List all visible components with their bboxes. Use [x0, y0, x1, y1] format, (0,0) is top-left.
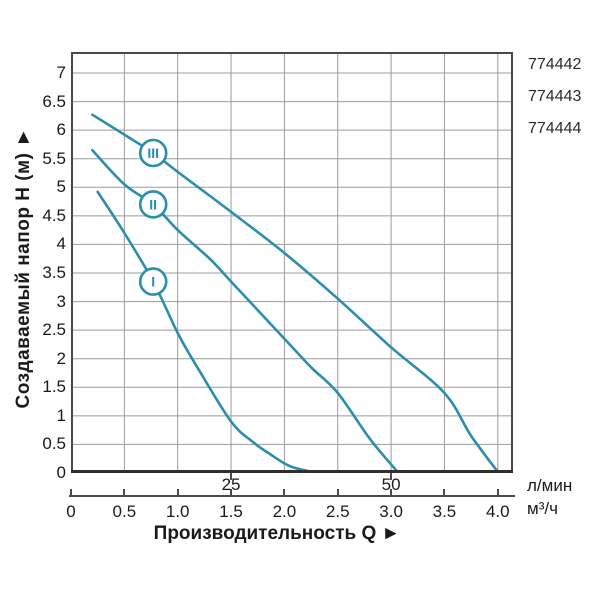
m3h-tick-label: 1.0 — [165, 502, 190, 521]
m3h-tick-label: 3.0 — [379, 502, 403, 521]
y-tick-label: 2.5 — [42, 320, 66, 340]
y-tick-label: 0.5 — [42, 434, 66, 454]
y-tick-label: 0 — [56, 463, 66, 482]
y-tick-label: 6.5 — [42, 91, 66, 111]
m3h-tick — [336, 489, 339, 497]
plot-border — [71, 52, 513, 473]
m3h-tick — [123, 489, 126, 497]
x-axis-title: Производительность Q ► — [153, 523, 401, 544]
m3h-tick-label: 0 — [66, 502, 76, 521]
product-code: 774443 — [528, 88, 582, 105]
y-tick-label: 7 — [56, 62, 66, 82]
m3h-tick — [70, 489, 72, 497]
y-tick-label: 1 — [56, 405, 66, 425]
curve-label-I: I — [151, 274, 155, 290]
m3h-axis-line — [69, 495, 515, 497]
curve-label-III: III — [147, 145, 159, 161]
y-tick-label: 4.5 — [42, 205, 66, 225]
y-tick-label: 3 — [56, 291, 66, 311]
y-tick-label: 4 — [56, 234, 66, 254]
m3h-tick — [176, 489, 179, 497]
y-tick-label: 2 — [56, 348, 66, 368]
m3h-tick-label: 1.5 — [219, 502, 243, 521]
lmin-tick — [390, 473, 393, 480]
y-tick-label: 6 — [56, 120, 66, 140]
curve-label-circle-I — [138, 267, 168, 296]
m3h-tick — [443, 489, 446, 497]
curve-label-circle-II — [138, 190, 168, 219]
product-code: 774442 — [528, 56, 582, 73]
lmin-tick-label: 25 — [221, 475, 241, 494]
unit-label-m3h: м³/ч — [527, 499, 558, 518]
m3h-tick — [496, 489, 499, 497]
m3h-tick — [283, 489, 286, 497]
lmin-tick — [230, 473, 233, 480]
product-code: 774444 — [528, 120, 582, 137]
m3h-tick — [390, 489, 393, 497]
lmin-tick-label: 50 — [381, 475, 401, 494]
curve-label-II: II — [149, 196, 157, 212]
curve-label-circle-III — [138, 138, 168, 168]
m3h-tick-label: 2.5 — [325, 502, 350, 521]
curve-I — [96, 190, 314, 473]
m3h-tick-label: 0.5 — [112, 502, 137, 521]
m3h-tick-label: 2.0 — [272, 502, 297, 521]
m3h-tick-label: 3.5 — [432, 502, 457, 521]
y-tick-label: 3.5 — [42, 262, 66, 282]
y-tick-label: 1.5 — [42, 377, 66, 397]
unit-label-lmin: л/мин — [527, 476, 573, 495]
y-tick-label: 5.5 — [42, 148, 66, 168]
m3h-tick-label: 4.0 — [485, 502, 510, 521]
m3h-tick — [230, 489, 233, 497]
product-codes: 774442 774443 774444 — [528, 56, 581, 138]
y-tick-label: 5 — [56, 177, 66, 197]
